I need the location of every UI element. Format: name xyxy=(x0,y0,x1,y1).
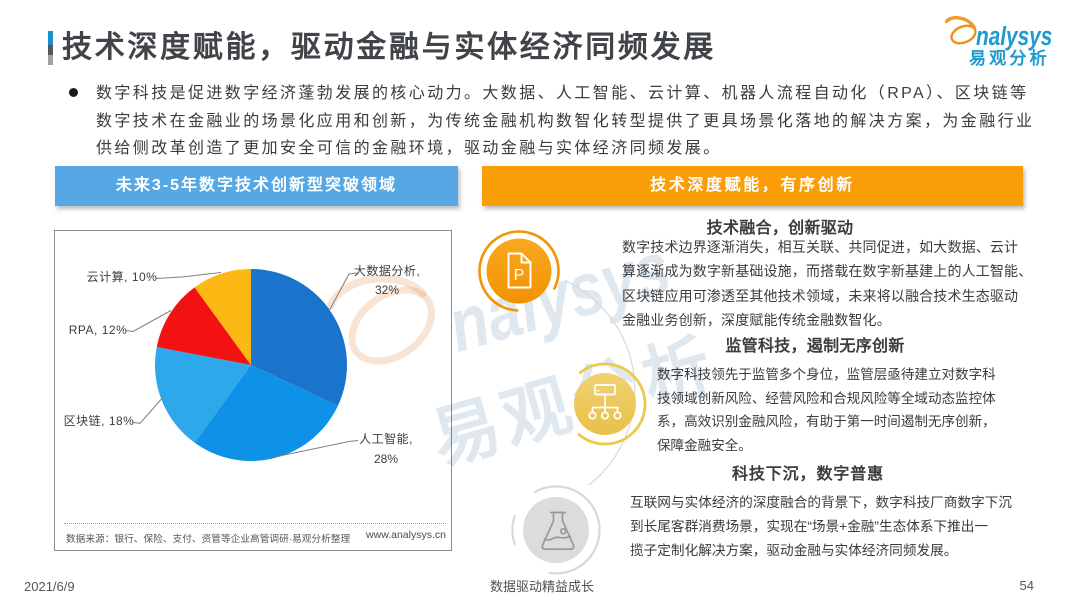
svg-text:nalysys: nalysys xyxy=(976,22,1052,51)
svg-text:P: P xyxy=(514,267,525,284)
svg-text:易观分析: 易观分析 xyxy=(969,48,1050,68)
